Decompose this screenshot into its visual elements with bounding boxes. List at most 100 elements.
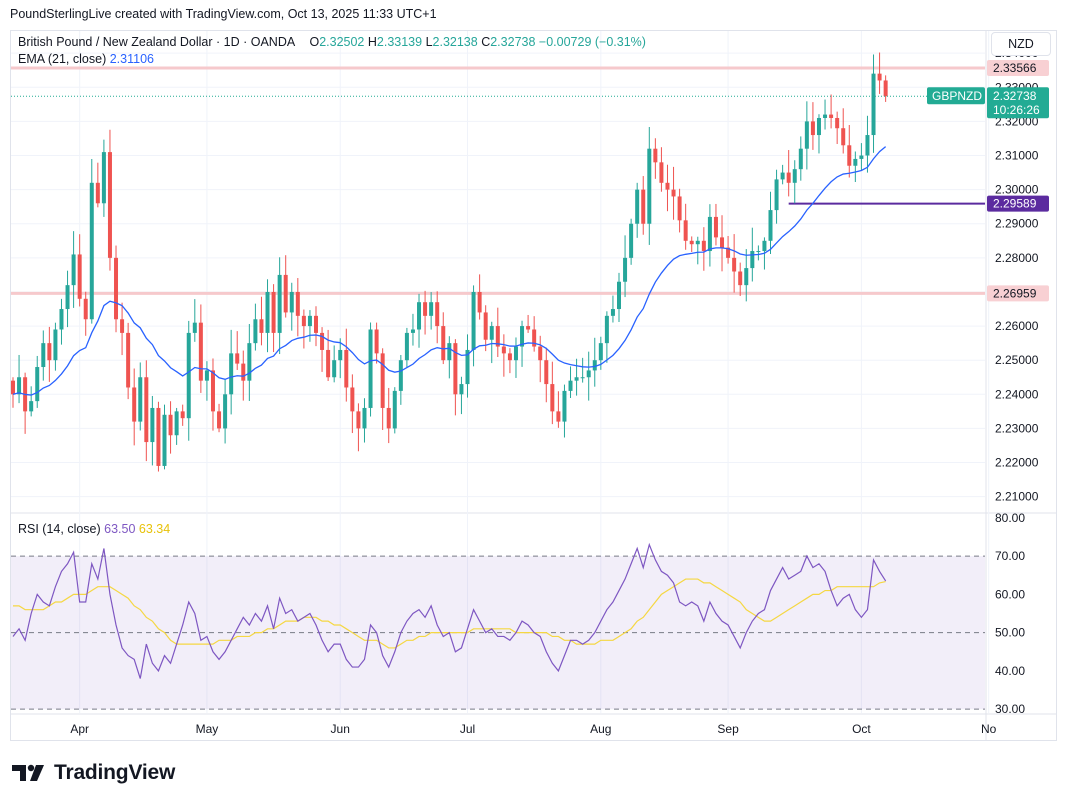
rsi-tick-label: 30.00 bbox=[995, 702, 1025, 716]
candle-body bbox=[744, 268, 749, 286]
candle-body bbox=[713, 216, 718, 238]
close-label: C bbox=[481, 35, 491, 49]
candle-body bbox=[65, 285, 70, 310]
last-price-label: 2.32738 bbox=[993, 89, 1037, 103]
candle-body bbox=[29, 401, 34, 412]
time-tick-label: Apr bbox=[70, 722, 89, 736]
chart-frame bbox=[10, 30, 1057, 741]
candle-body bbox=[598, 343, 603, 361]
candle-body bbox=[774, 179, 779, 211]
open-label: O bbox=[309, 35, 320, 49]
candle-body bbox=[689, 240, 694, 245]
candle-body bbox=[417, 302, 422, 330]
hline-price-label: 2.29589 bbox=[993, 197, 1037, 211]
candle-body bbox=[677, 196, 682, 221]
candle-body bbox=[392, 390, 397, 429]
candle-body bbox=[71, 254, 76, 286]
rsi-line bbox=[12, 542, 887, 679]
candle-body bbox=[532, 329, 537, 347]
symbol-tag bbox=[927, 87, 985, 105]
candle-body bbox=[574, 377, 579, 381]
candle-body bbox=[247, 343, 252, 381]
candle-body bbox=[326, 349, 331, 378]
candle-body bbox=[786, 172, 791, 183]
candle-body bbox=[229, 353, 234, 395]
symbol-title: British Pound / New Zealand Dollar · 1D … bbox=[18, 35, 295, 49]
candle-body bbox=[423, 302, 428, 316]
axes: 2.340002.330002.320002.310002.300002.290… bbox=[70, 46, 1049, 736]
candle-body bbox=[350, 387, 355, 412]
price-tick-label: 2.22000 bbox=[995, 456, 1039, 470]
candle-body bbox=[513, 346, 518, 361]
candle-body bbox=[410, 329, 415, 333]
candle-body bbox=[738, 271, 743, 286]
candle-body bbox=[174, 411, 179, 436]
candle-body bbox=[810, 121, 815, 136]
candle-body bbox=[386, 407, 391, 429]
candle-body bbox=[271, 291, 276, 333]
open-value: 2.32502 bbox=[319, 35, 365, 49]
candle-body bbox=[289, 291, 294, 313]
candle-body bbox=[780, 172, 785, 180]
candle-body bbox=[835, 117, 840, 129]
candle-body bbox=[477, 291, 482, 313]
candle-body bbox=[101, 152, 106, 204]
candle-body bbox=[556, 411, 561, 422]
change-value: −0.00729 (−0.31%) bbox=[538, 35, 646, 49]
candle-body bbox=[586, 370, 591, 378]
time-tick-label: Jul bbox=[460, 722, 475, 736]
tradingview-logo[interactable]: TradingView bbox=[12, 760, 175, 786]
candle-body bbox=[732, 257, 737, 272]
candle-body bbox=[120, 319, 125, 333]
candle-body bbox=[126, 332, 131, 388]
low-value: 2.32138 bbox=[432, 35, 478, 49]
candle-body bbox=[671, 189, 676, 197]
candle-body bbox=[483, 312, 488, 340]
candle-body bbox=[629, 223, 634, 258]
candle-body bbox=[156, 407, 161, 466]
candle-body bbox=[701, 240, 706, 252]
candle-body bbox=[635, 189, 640, 224]
price-tick-label: 2.31000 bbox=[995, 149, 1039, 163]
price-tick-label: 2.24000 bbox=[995, 387, 1039, 401]
price-tick-label: 2.28000 bbox=[995, 251, 1039, 265]
candle-body bbox=[562, 390, 567, 422]
time-tick-label: No bbox=[981, 722, 997, 736]
candle-body bbox=[338, 349, 343, 361]
price-legend: British Pound / New Zealand Dollar · 1D … bbox=[18, 35, 646, 49]
candle-body bbox=[307, 315, 312, 327]
candle-body bbox=[168, 414, 173, 436]
candle-body bbox=[526, 326, 531, 330]
rsi-tick-label: 50.00 bbox=[995, 626, 1025, 640]
candle-body bbox=[641, 189, 646, 224]
candle-body bbox=[277, 274, 282, 333]
candle-body bbox=[853, 158, 858, 166]
hline-price-label: 2.26959 bbox=[993, 286, 1037, 300]
candle-body bbox=[265, 291, 270, 333]
candle-body bbox=[380, 353, 385, 408]
price-tick-label: 2.29000 bbox=[995, 217, 1039, 231]
candle-body bbox=[707, 216, 712, 252]
candle-body bbox=[859, 155, 864, 159]
rsi-pane bbox=[11, 542, 985, 710]
candle-body bbox=[471, 291, 476, 350]
candle-body bbox=[580, 377, 585, 379]
symbol-tag-label: GBPNZD bbox=[932, 89, 982, 103]
ema-legend: EMA (21, close) 2.31106 bbox=[18, 52, 154, 66]
price-tick-label: 2.25000 bbox=[995, 353, 1039, 367]
candle-body bbox=[47, 343, 52, 361]
rsi-tick-label: 70.00 bbox=[995, 549, 1025, 563]
candle-body bbox=[695, 240, 700, 245]
tradingview-logo-icon bbox=[12, 764, 44, 781]
candle-body bbox=[520, 326, 525, 347]
candle-body bbox=[441, 326, 446, 361]
candle-body bbox=[507, 353, 512, 361]
time-tick-label: Sep bbox=[717, 722, 739, 736]
currency-button[interactable]: NZD bbox=[991, 32, 1051, 56]
resistance-price-tag bbox=[987, 285, 1049, 302]
candle-body bbox=[235, 353, 240, 364]
tradingview-logo-text: TradingView bbox=[54, 761, 176, 784]
candle-body bbox=[720, 237, 725, 248]
candle-body bbox=[538, 346, 543, 361]
